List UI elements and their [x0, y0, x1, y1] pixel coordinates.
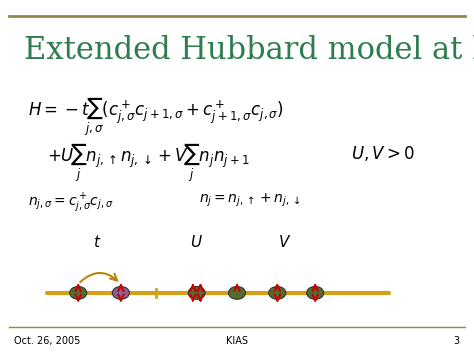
Circle shape: [307, 286, 324, 299]
Text: $U$: $U$: [190, 234, 203, 250]
Text: Extended Hubbard model at half  filling: Extended Hubbard model at half filling: [24, 36, 474, 66]
Text: $n_{j,\sigma}=c^+_{j,\sigma}c_{j,\sigma}$: $n_{j,\sigma}=c^+_{j,\sigma}c_{j,\sigma}…: [28, 192, 114, 215]
Text: 3: 3: [454, 336, 460, 346]
FancyArrowPatch shape: [80, 273, 117, 282]
Circle shape: [188, 286, 205, 299]
Text: $H = -t\!\sum_{j,\sigma}(c^+_{j,\sigma}c_{j+1,\sigma}+c^+_{j+1,\sigma}c_{j,\sigm: $H = -t\!\sum_{j,\sigma}(c^+_{j,\sigma}c…: [28, 96, 284, 139]
Circle shape: [269, 286, 286, 299]
Text: $n_j=n_{j,\uparrow}+n_{j,\downarrow}$: $n_j=n_{j,\uparrow}+n_{j,\downarrow}$: [199, 192, 301, 209]
Circle shape: [112, 286, 129, 299]
Text: KIAS: KIAS: [226, 336, 248, 346]
Text: Oct. 26, 2005: Oct. 26, 2005: [14, 336, 81, 346]
Text: $V$: $V$: [278, 234, 291, 250]
Text: $+U\!\sum_{j}n_{j,\uparrow}n_{j,\downarrow}+V\!\sum_{j}n_jn_{j+1}$: $+U\!\sum_{j}n_{j,\uparrow}n_{j,\downarr…: [47, 142, 250, 185]
Text: $U,V>0$: $U,V>0$: [351, 144, 415, 163]
Circle shape: [228, 286, 246, 299]
Circle shape: [70, 286, 87, 299]
Text: $t$: $t$: [93, 234, 101, 250]
